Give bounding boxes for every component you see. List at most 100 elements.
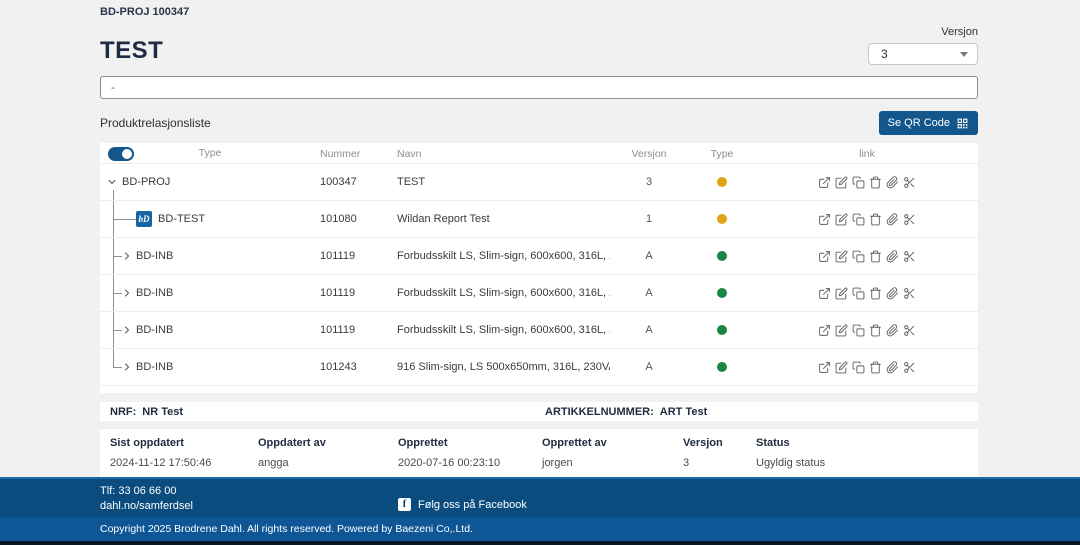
row-version: 3 [645,176,653,188]
row-name: Forbudsskilt LS, Slim-sign, 600x600, 316… [397,324,610,336]
row-version: A [645,324,653,336]
open-external-icon[interactable] [818,250,831,263]
delete-icon[interactable] [869,250,882,263]
version-select[interactable]: 3 [868,43,978,65]
scissors-icon[interactable] [903,213,916,226]
copy-icon[interactable] [852,324,865,337]
scissors-icon[interactable] [903,361,916,374]
attachment-icon[interactable] [886,323,899,337]
row-number: 101119 [320,250,356,262]
open-external-icon[interactable] [818,324,831,337]
meta-header-versjon: Versjon [683,437,723,449]
bd-logo-icon: bD [136,211,152,227]
open-external-icon[interactable] [818,176,831,189]
scissors-icon[interactable] [903,324,916,337]
copy-icon[interactable] [852,250,865,263]
copy-icon[interactable] [852,176,865,189]
edit-icon[interactable] [835,324,848,337]
delete-icon[interactable] [869,361,882,374]
scissors-icon[interactable] [903,287,916,300]
facebook-icon: f [398,498,411,511]
row-type-label: BD-INB [136,324,174,336]
open-external-icon[interactable] [818,361,831,374]
facebook-link[interactable]: f Følg oss på Facebook [398,498,527,511]
meta-value-opprettet: 2020-07-16 00:23:10 [398,457,501,469]
row-actions [756,286,978,300]
table-row: BD-INB 101243 916 Slim-sign, LS 500x650m… [100,349,978,386]
column-header-status-type: Type [710,147,734,160]
chevron-right-icon[interactable] [121,361,133,373]
page-title: TEST [100,37,164,64]
qr-button-label: Se QR Code [887,117,950,129]
attachment-icon[interactable] [886,360,899,374]
delete-icon[interactable] [869,213,882,226]
copy-icon[interactable] [852,213,865,226]
copy-icon[interactable] [852,287,865,300]
see-qr-code-button[interactable]: Se QR Code [878,111,978,135]
meta-value-oppdatert-av: angga [258,457,289,469]
meta-header-sist-oppdatert: Sist oppdatert [110,437,184,449]
row-version: A [645,361,653,373]
scissors-icon[interactable] [903,250,916,263]
row-number: 101080 [320,213,357,225]
chevron-down-icon[interactable] [106,176,118,188]
tree-line [113,367,122,368]
metadata-panel: Sist oppdatert Oppdatert av Opprettet Op… [100,429,978,479]
chevron-right-icon[interactable] [121,250,133,262]
column-header-link: link [859,147,875,160]
column-header-type: Type [198,147,222,159]
edit-icon[interactable] [835,176,848,189]
column-header-navn: Navn [397,147,422,160]
status-dot [717,214,727,224]
tree-line [113,293,122,294]
row-actions [756,323,978,337]
open-external-icon[interactable] [818,287,831,300]
meta-header-opprettet: Opprettet [398,437,448,449]
row-type-label: BD-INB [136,287,174,299]
delete-icon[interactable] [869,287,882,300]
attachment-icon[interactable] [886,175,899,189]
version-label: Versjon [941,26,978,38]
row-number: 101119 [320,324,356,336]
project-note-input[interactable] [100,76,978,99]
row-version: A [645,250,653,262]
edit-icon[interactable] [835,287,848,300]
expand-all-toggle[interactable] [108,146,134,161]
status-dot [717,288,727,298]
edit-icon[interactable] [835,213,848,226]
edit-icon[interactable] [835,361,848,374]
table-row: BD-INB 101119 Forbudsskilt LS, Slim-sign… [100,275,978,312]
delete-icon[interactable] [869,176,882,189]
row-version: 1 [645,213,653,225]
product-relations-title: Produktrelasjonsliste [100,116,211,130]
row-name: Forbudsskilt LS, Slim-sign, 600x600, 316… [397,287,610,299]
copy-icon[interactable] [852,361,865,374]
footer-website-link[interactable]: dahl.no/samferdsel [100,500,193,512]
tree-line [113,330,122,331]
attachment-icon[interactable] [886,249,899,263]
meta-header-opprettet-av: Opprettet av [542,437,607,449]
attachment-icon[interactable] [886,286,899,300]
row-type-label: BD-INB [136,250,174,262]
footer-bottom-strip [0,541,1080,545]
edit-icon[interactable] [835,250,848,263]
attachment-icon[interactable] [886,212,899,226]
nrf-value: NR Test [142,405,184,418]
chevron-down-icon [960,51,968,57]
meta-header-status: Status [756,437,790,449]
meta-value-sist-oppdatert: 2024-11-12 17:50:46 [110,457,212,469]
delete-icon[interactable] [869,324,882,337]
scissors-icon[interactable] [903,176,916,189]
chevron-right-icon[interactable] [121,324,133,336]
row-number: 101119 [320,287,356,299]
row-actions [756,360,978,374]
open-external-icon[interactable] [818,213,831,226]
artikkelnummer-value: ART Test [659,405,708,418]
row-type-label: BD-TEST [158,213,206,225]
tree-line [113,256,122,257]
tree-line [113,190,114,200]
chevron-right-icon[interactable] [121,287,133,299]
status-dot [717,362,727,372]
table-row: BD-INB 101119 Forbudsskilt LS, Slim-sign… [100,312,978,349]
facebook-link-label: Følg oss på Facebook [418,498,527,511]
